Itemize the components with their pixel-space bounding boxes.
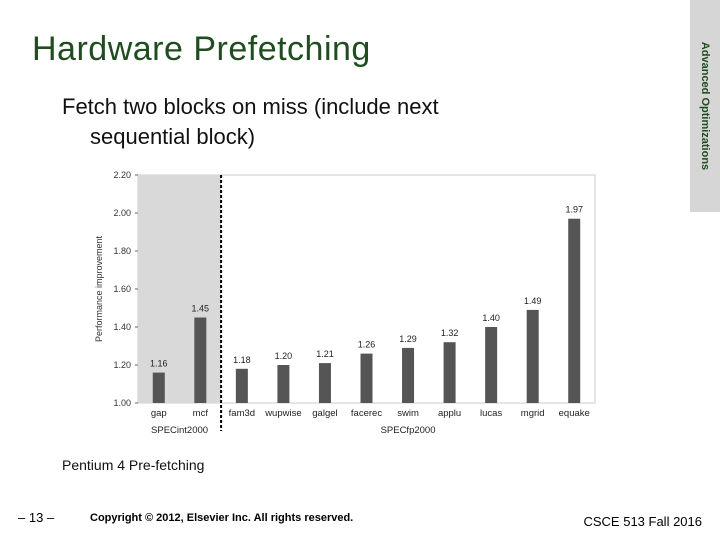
bar-applu — [443, 342, 456, 403]
bar-gap — [152, 372, 165, 403]
category-label: applu — [438, 408, 461, 419]
group-label: SPECint2000 — [151, 425, 208, 436]
bar-facerec — [360, 353, 373, 403]
bar-value-label: 1.26 — [358, 340, 376, 350]
bar-chart: 1.00 1.20 1.40 1.60 1.80 2.00 2.20 Performance … — [94, 170, 596, 436]
bar-value-label: 1.40 — [482, 313, 500, 323]
y-tick-label: 1.80 — [113, 246, 131, 256]
y-axis-label: Performance improvement — [94, 235, 104, 342]
bar-wupwise — [277, 365, 290, 403]
y-tick-label: 1.40 — [113, 322, 131, 332]
copyright: Copyright © 2012, Elsevier Inc. All righ… — [90, 512, 354, 524]
bar-value-label: 1.21 — [316, 349, 334, 359]
category-label: swim — [397, 408, 419, 419]
category-label: lucas — [480, 408, 502, 419]
bar-value-label: 1.97 — [565, 205, 583, 215]
bar-value-label: 1.49 — [524, 296, 542, 306]
category-label: mcf — [193, 408, 209, 419]
section-tab — [690, 0, 720, 212]
chart: 1.00 1.20 1.40 1.60 1.80 2.00 2.20 Performance … — [90, 160, 600, 450]
chart-caption: Pentium 4 Pre-fetching — [62, 457, 205, 473]
category-label: equake — [559, 408, 590, 419]
bar-galgel — [318, 363, 331, 403]
category-label: wupwise — [264, 408, 301, 419]
bar-value-label: 1.45 — [192, 304, 210, 314]
category-label: galgel — [312, 408, 337, 419]
group-label: SPECfp2000 — [381, 425, 436, 436]
y-tick-label: 1.20 — [113, 360, 131, 370]
bar-value-label: 1.20 — [275, 351, 293, 361]
bar-value-label: 1.16 — [150, 359, 168, 369]
bar-mgrid — [526, 309, 539, 403]
bar-value-label: 1.18 — [233, 355, 251, 365]
bar-swim — [402, 347, 415, 403]
bar-value-label: 1.32 — [441, 328, 459, 338]
y-tick-label: 1.60 — [113, 284, 131, 294]
section-tab-label: Advanced Optimizations — [699, 41, 711, 171]
category-label: fam3d — [229, 408, 255, 419]
category-label: mgrid — [521, 408, 545, 419]
category-label: gap — [151, 408, 167, 419]
bar-lucas — [485, 327, 498, 403]
course-label: CSCE 513 Fall 2016 — [583, 514, 702, 529]
bullet-line-2: sequential block) — [90, 124, 256, 149]
y-tick-label: 2.20 — [113, 170, 131, 180]
slide-number: – 13 – — [18, 510, 55, 525]
slide-title: Hardware Prefetching — [32, 30, 371, 68]
bar-value-label: 1.29 — [399, 334, 417, 344]
bar-equake — [568, 218, 581, 403]
bullet-line-1: Fetch two blocks on miss (include next — [62, 94, 439, 119]
bar-mcf — [194, 317, 207, 403]
bar-fam3d — [235, 368, 248, 403]
bullet-text: Fetch two blocks on miss (include next s… — [62, 92, 622, 152]
category-label: facerec — [351, 408, 382, 419]
y-tick-label: 1.00 — [113, 398, 131, 408]
int-group-band — [138, 175, 222, 403]
y-tick-label: 2.00 — [113, 208, 131, 218]
